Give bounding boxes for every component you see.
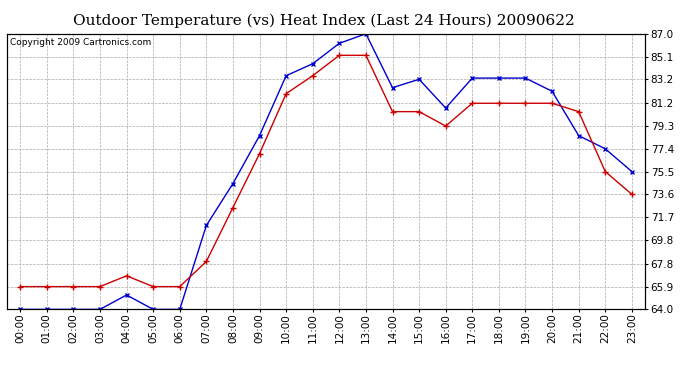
Text: Copyright 2009 Cartronics.com: Copyright 2009 Cartronics.com (10, 38, 151, 47)
Text: Outdoor Temperature (vs) Heat Index (Last 24 Hours) 20090622: Outdoor Temperature (vs) Heat Index (Las… (73, 13, 575, 27)
